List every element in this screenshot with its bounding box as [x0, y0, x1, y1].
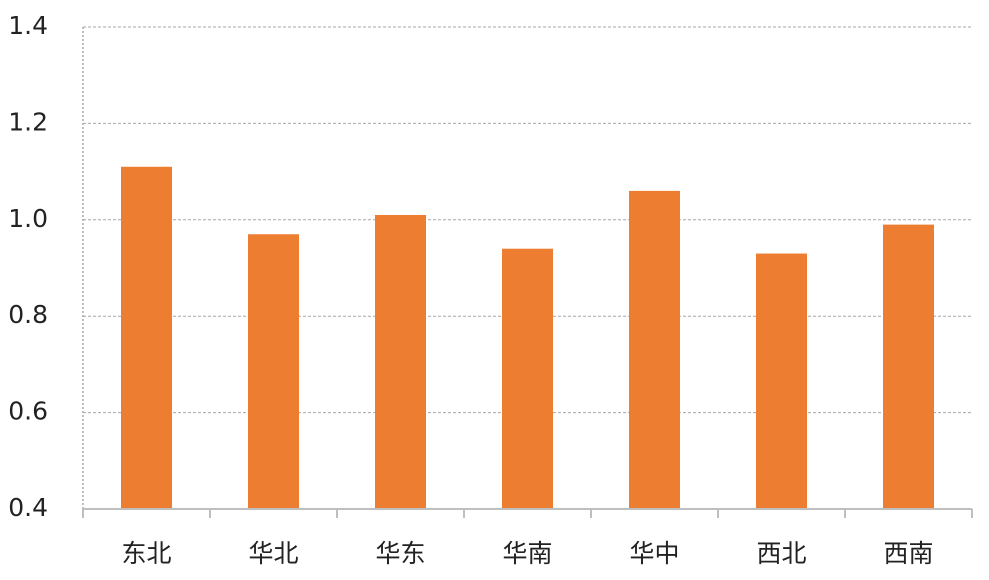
y-tick-label: 0.6: [8, 397, 48, 426]
y-tick-label: 0.8: [8, 300, 48, 329]
x-tick-label: 华东: [375, 539, 425, 568]
bar: [756, 253, 807, 509]
bar: [121, 166, 172, 509]
x-tick-label: 西北: [756, 539, 806, 568]
bar: [502, 248, 553, 509]
x-tick-label: 东北: [121, 539, 171, 568]
x-tick-label: 华中: [629, 539, 679, 568]
y-tick-label: 1.2: [8, 107, 48, 136]
x-tick-label: 西南: [883, 539, 933, 568]
bar: [248, 234, 299, 509]
x-tick-label: 华南: [502, 539, 552, 568]
y-tick-label: 1.4: [8, 11, 48, 40]
bar: [629, 190, 680, 509]
bar: [375, 214, 426, 510]
y-tick-label: 0.4: [8, 493, 48, 522]
x-tick-label: 华北: [248, 539, 298, 568]
y-tick-label: 1.0: [8, 204, 48, 233]
bar: [883, 224, 934, 509]
